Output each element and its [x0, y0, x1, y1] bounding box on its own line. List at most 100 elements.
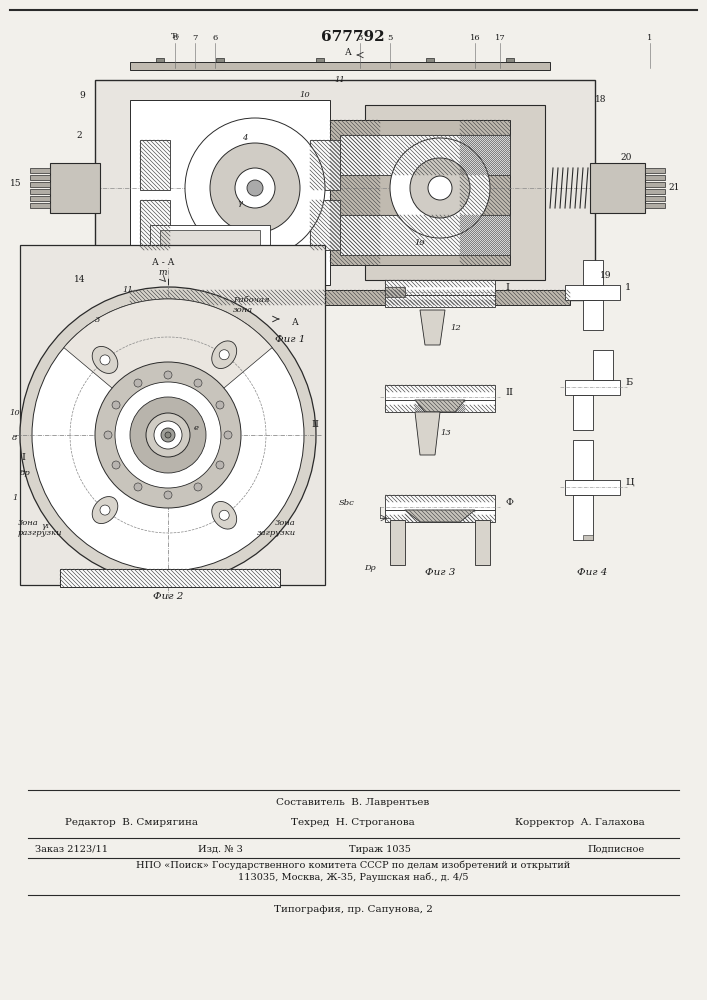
- Text: 8: 8: [173, 34, 177, 42]
- Bar: [385, 287, 405, 297]
- Bar: [50, 163, 100, 213]
- Polygon shape: [475, 520, 490, 565]
- Circle shape: [210, 143, 300, 233]
- Bar: [385, 295, 495, 307]
- Text: 10: 10: [300, 91, 310, 99]
- Text: 18: 18: [595, 96, 607, 104]
- Circle shape: [134, 379, 142, 387]
- Bar: [565, 380, 620, 395]
- Circle shape: [219, 350, 229, 360]
- Bar: [330, 120, 510, 265]
- Text: 3: 3: [95, 316, 100, 324]
- Text: 1: 1: [648, 34, 653, 42]
- Text: 16: 16: [469, 34, 480, 42]
- Circle shape: [20, 287, 316, 583]
- Bar: [565, 480, 620, 495]
- Text: Изд. № 3: Изд. № 3: [197, 845, 243, 854]
- Text: Dρ: Dρ: [364, 564, 376, 572]
- Bar: [30, 168, 50, 173]
- Bar: [140, 200, 170, 250]
- Bar: [340, 135, 510, 175]
- Bar: [316, 58, 324, 70]
- Circle shape: [219, 510, 229, 520]
- Bar: [30, 196, 50, 201]
- Bar: [130, 100, 330, 285]
- Bar: [385, 400, 495, 412]
- Text: 15: 15: [11, 178, 22, 188]
- Text: А - А: А - А: [152, 258, 174, 267]
- Bar: [645, 189, 665, 194]
- Text: 4: 4: [243, 134, 247, 142]
- Bar: [130, 290, 570, 305]
- Text: 7: 7: [192, 34, 198, 42]
- Text: γ: γ: [238, 199, 243, 207]
- Bar: [150, 225, 270, 285]
- Circle shape: [154, 421, 182, 449]
- Polygon shape: [405, 510, 475, 522]
- Ellipse shape: [92, 497, 118, 524]
- Polygon shape: [390, 520, 405, 565]
- Text: 14: 14: [74, 275, 85, 284]
- Bar: [573, 495, 593, 540]
- Bar: [365, 105, 545, 280]
- Bar: [506, 58, 514, 70]
- Circle shape: [112, 461, 120, 469]
- Text: 10: 10: [10, 409, 21, 417]
- Text: 6: 6: [212, 34, 218, 42]
- Text: 19: 19: [600, 270, 612, 279]
- Text: 8р: 8р: [20, 469, 30, 477]
- Text: Подписное: Подписное: [588, 845, 645, 854]
- Bar: [340, 215, 510, 255]
- Text: Sbc: Sbc: [339, 499, 355, 507]
- Text: т: т: [159, 268, 168, 277]
- Circle shape: [161, 428, 175, 442]
- Bar: [573, 440, 593, 480]
- Text: II: II: [505, 388, 513, 397]
- Text: 1: 1: [12, 494, 18, 502]
- Circle shape: [130, 397, 206, 473]
- Text: Фиг 4: Фиг 4: [577, 568, 607, 577]
- Text: 2: 2: [76, 130, 82, 139]
- Text: НПО «Поиск» Государственного комитета СССР по делам изобретений и открытий: НПО «Поиск» Государственного комитета СС…: [136, 860, 570, 869]
- Text: 9: 9: [79, 91, 85, 100]
- Bar: [385, 495, 495, 510]
- Bar: [385, 280, 495, 295]
- Wedge shape: [64, 299, 272, 435]
- Bar: [565, 285, 620, 300]
- Text: Ф: Ф: [505, 498, 513, 507]
- Bar: [140, 140, 170, 190]
- Text: 11: 11: [334, 76, 346, 84]
- Ellipse shape: [92, 346, 118, 373]
- Text: Корректор  А. Галахова: Корректор А. Галахова: [515, 818, 645, 827]
- Bar: [30, 189, 50, 194]
- Circle shape: [216, 401, 224, 409]
- Bar: [156, 58, 164, 70]
- Bar: [130, 62, 550, 70]
- Circle shape: [100, 505, 110, 515]
- Circle shape: [428, 176, 452, 200]
- Text: А: А: [292, 318, 299, 327]
- Circle shape: [115, 382, 221, 488]
- Text: Заказ 2123/11: Заказ 2123/11: [35, 845, 108, 854]
- Circle shape: [235, 168, 275, 208]
- Bar: [20, 245, 325, 585]
- Bar: [385, 510, 495, 522]
- Polygon shape: [415, 412, 440, 455]
- Bar: [645, 196, 665, 201]
- Bar: [593, 350, 613, 380]
- Bar: [310, 200, 340, 250]
- Bar: [583, 260, 603, 285]
- Bar: [590, 163, 645, 213]
- Circle shape: [216, 461, 224, 469]
- Text: 12: 12: [450, 324, 461, 332]
- Text: Рабочая
зона: Рабочая зона: [233, 296, 269, 314]
- Bar: [30, 203, 50, 208]
- Text: Фиг 1: Фиг 1: [275, 335, 305, 344]
- Text: 11: 11: [122, 286, 134, 294]
- Text: 20: 20: [620, 153, 631, 162]
- Circle shape: [390, 138, 490, 238]
- Text: Редактор  В. Смирягина: Редактор В. Смирягина: [65, 818, 198, 827]
- Circle shape: [134, 483, 142, 491]
- Text: Фиг 2: Фиг 2: [153, 592, 183, 601]
- Bar: [573, 395, 593, 430]
